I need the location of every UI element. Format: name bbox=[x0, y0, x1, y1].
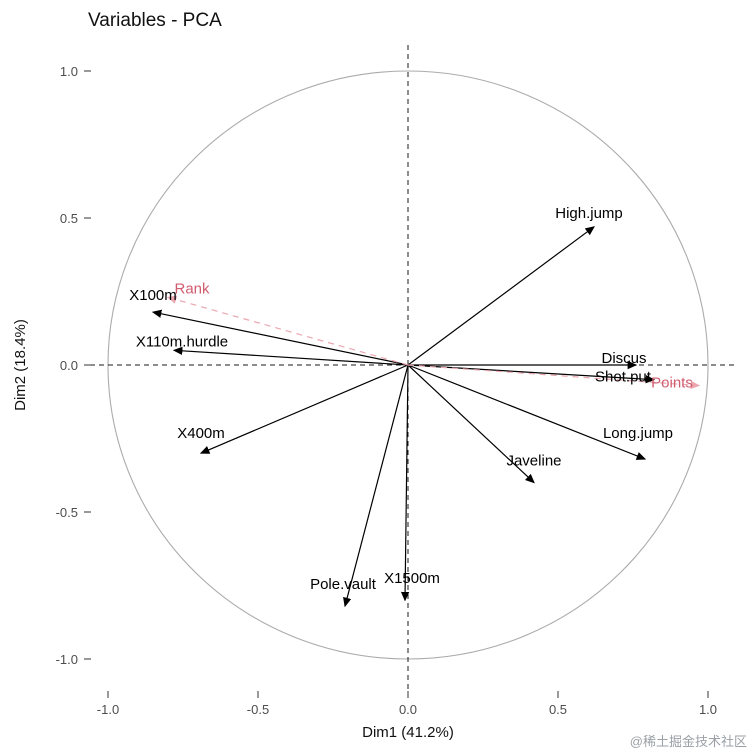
supplementary-variable-arrow-rank bbox=[166, 295, 409, 366]
variable-label-shot.put: Shot.put bbox=[595, 369, 652, 386]
variable-label-x400m: X400m bbox=[177, 425, 225, 442]
supplementary-variable-arrow-points bbox=[407, 364, 701, 390]
x-tick-label: -1.0 bbox=[97, 702, 119, 717]
variable-arrow-high.jump bbox=[407, 226, 595, 366]
x-tick-label: 1.0 bbox=[699, 702, 717, 717]
variable-arrow-x110m.hurdle bbox=[172, 346, 409, 366]
variable-arrow-x100m bbox=[151, 309, 409, 366]
variable-label-high.jump: High.jump bbox=[555, 205, 623, 222]
y-axis-title: Dim2 (18.4%) bbox=[12, 319, 29, 411]
variable-label-x100m: X100m bbox=[129, 287, 177, 304]
y-tick-label: 0.0 bbox=[60, 358, 78, 373]
x-tick-label: -0.5 bbox=[247, 702, 269, 717]
chart-title: Variables - PCA bbox=[88, 10, 222, 31]
x-tick-label: 0.0 bbox=[399, 702, 417, 717]
y-tick-label: -0.5 bbox=[56, 505, 78, 520]
variable-arrow-shot.put bbox=[407, 364, 656, 384]
supplementary-variable-label-rank: Rank bbox=[174, 280, 210, 297]
variable-arrow-x1500m bbox=[400, 364, 410, 602]
x-axis-title: Dim1 (41.2%) bbox=[362, 724, 454, 741]
supplementary-variable-label-points: Points bbox=[651, 375, 693, 392]
x-tick-label: 0.5 bbox=[549, 702, 567, 717]
variable-arrow-javeline bbox=[407, 364, 535, 484]
variable-label-discus: Discus bbox=[601, 350, 646, 367]
variable-label-pole.vault: Pole.vault bbox=[310, 576, 377, 593]
watermark: @稀土掘金技术社区 bbox=[629, 734, 747, 749]
variable-label-javeline: Javeline bbox=[506, 453, 561, 470]
y-tick-label: 1.0 bbox=[60, 64, 78, 79]
y-tick-label: -1.0 bbox=[56, 652, 78, 667]
y-tick-label: 0.5 bbox=[60, 211, 78, 226]
variable-arrow-long.jump bbox=[407, 364, 647, 460]
variable-label-x110m.hurdle: X110m.hurdle bbox=[136, 333, 228, 350]
variable-arrow-pole.vault bbox=[343, 364, 409, 608]
variable-label-long.jump: Long.jump bbox=[603, 425, 673, 442]
variable-label-x1500m: X1500m bbox=[384, 570, 440, 587]
variable-arrow-x400m bbox=[199, 364, 409, 454]
